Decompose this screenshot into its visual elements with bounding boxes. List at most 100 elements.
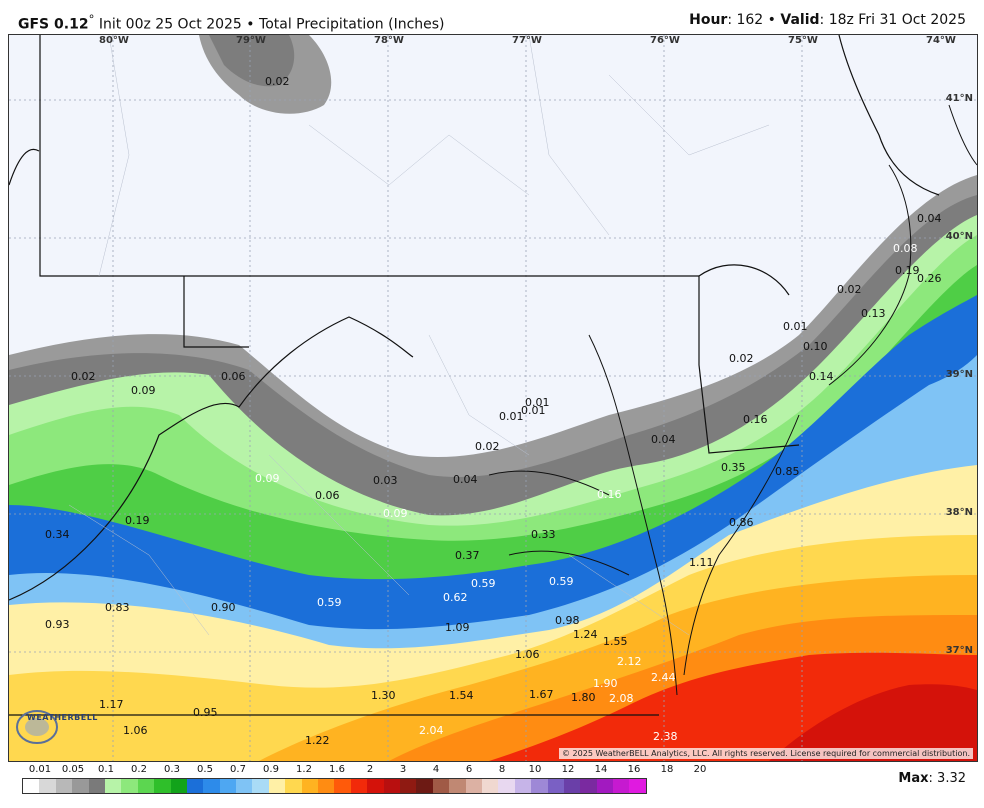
separator-dot: • xyxy=(767,12,776,28)
lon-label: 77°W xyxy=(512,35,542,46)
legend-swatch xyxy=(121,779,138,793)
legend-tick-label: 0.5 xyxy=(197,764,213,775)
precip-value-label: 0.59 xyxy=(549,575,574,588)
legend-swatch xyxy=(170,779,187,793)
legend-swatch xyxy=(55,779,73,793)
precip-value-label: 1.17 xyxy=(99,698,124,711)
precip-value-label: 0.01 xyxy=(521,404,546,417)
max-value: Max: 3.32 xyxy=(898,771,966,786)
map-graphic xyxy=(9,35,977,761)
precip-value-label: 1.80 xyxy=(571,691,596,704)
legend-swatch xyxy=(137,779,155,793)
precip-value-label: 0.98 xyxy=(555,614,580,627)
lat-label: 40°N xyxy=(945,231,973,242)
legend-tick-label: 0.7 xyxy=(230,764,246,775)
legend-swatch xyxy=(203,779,220,793)
legend-swatch xyxy=(334,779,351,793)
color-legend xyxy=(22,778,647,794)
legend-tick-label: 10 xyxy=(528,764,542,775)
precip-value-label: 2.44 xyxy=(651,671,676,684)
legend-tick-label: 3 xyxy=(399,764,407,775)
legend-swatch xyxy=(432,779,450,793)
legend-swatch xyxy=(613,779,630,793)
precip-map: 80°W 79°W 78°W 77°W 76°W 75°W 74°W 41°N … xyxy=(8,34,978,762)
legend-swatch xyxy=(252,779,269,793)
legend-swatch xyxy=(531,779,548,793)
legend-ticks: 0.01 0.05 0.1 0.2 0.3 0.5 0.7 0.9 1.2 1.6 2 3 4 6 8 10 1… xyxy=(0,764,984,778)
legend-swatch xyxy=(498,779,515,793)
weatherbell-logo: WEATHERBELL xyxy=(13,705,103,745)
precip-value-label: 0.59 xyxy=(317,596,342,609)
header-valid: Hour: 162 • Valid: 18z Fri 31 Oct 2025 xyxy=(689,12,966,28)
precip-value-label: 0.13 xyxy=(861,307,886,320)
precip-value-label: 0.86 xyxy=(729,516,754,529)
lon-label: 80°W xyxy=(99,35,129,46)
precip-value-label: 2.12 xyxy=(617,655,642,668)
legend-swatch xyxy=(367,779,384,793)
legend-tick-label: 8 xyxy=(498,764,506,775)
legend-tick-label: 4 xyxy=(432,764,440,775)
precip-value-label: 0.04 xyxy=(917,212,942,225)
legend-swatch xyxy=(268,779,286,793)
lat-label: 38°N xyxy=(945,507,973,518)
lon-label: 74°W xyxy=(926,35,956,46)
hour-value: : 162 xyxy=(727,12,764,28)
precip-value-label: 0.01 xyxy=(783,320,808,333)
logo-graphic xyxy=(16,710,58,744)
precip-value-label: 1.90 xyxy=(593,677,618,690)
precip-value-label: 0.93 xyxy=(45,618,70,631)
max-label: Max xyxy=(898,771,929,786)
legend-swatch xyxy=(88,779,105,793)
copyright-notice: © 2025 WeatherBELL Analytics, LLC. All r… xyxy=(559,748,973,759)
precip-value-label: 1.54 xyxy=(449,689,474,702)
lon-label: 78°W xyxy=(374,35,404,46)
precip-value-label: 0.01 xyxy=(499,410,524,423)
field-name: Total Precipitation (Inches) xyxy=(259,16,445,33)
precip-value-label: 0.35 xyxy=(721,461,746,474)
legend-tick-label: 0.01 xyxy=(28,764,52,775)
legend-tick-label: 1.2 xyxy=(296,764,312,775)
precip-value-label: 0.06 xyxy=(221,370,246,383)
precip-value-label: 2.08 xyxy=(609,692,634,705)
precip-value-label: 0.01 xyxy=(525,396,550,409)
legend-swatch xyxy=(154,779,171,793)
legend-tick-label: 18 xyxy=(660,764,674,775)
legend-swatch xyxy=(547,779,564,793)
lon-label: 75°W xyxy=(788,35,818,46)
legend-swatch xyxy=(236,779,253,793)
legend-swatch xyxy=(629,779,646,793)
header-title: GFS 0.12° Init 00z 25 Oct 2025 • Total P… xyxy=(18,12,445,33)
precip-value-label: 1.22 xyxy=(305,734,330,747)
precip-value-label: 0.26 xyxy=(917,272,942,285)
precip-value-label: 0.95 xyxy=(193,706,218,719)
legend-swatch xyxy=(416,779,433,793)
precip-value-label: 1.11 xyxy=(689,556,714,569)
precip-value-label: 0.14 xyxy=(809,370,834,383)
legend-tick-label: 12 xyxy=(561,764,575,775)
legend-swatch xyxy=(285,779,302,793)
precip-value-label: 1.55 xyxy=(603,635,628,648)
legend-swatch xyxy=(563,779,581,793)
precip-value-label: 0.19 xyxy=(895,264,920,277)
header-bar: GFS 0.12° Init 00z 25 Oct 2025 • Total P… xyxy=(0,0,984,34)
precip-value-label: 1.30 xyxy=(371,689,396,702)
precip-value-label: 1.06 xyxy=(515,648,540,661)
precip-value-label: 0.02 xyxy=(729,352,754,365)
legend-swatch xyxy=(219,779,237,793)
legend-swatch xyxy=(350,779,368,793)
precip-value-label: 0.09 xyxy=(255,472,280,485)
separator-dot: • xyxy=(246,16,255,33)
precip-value-label: 0.85 xyxy=(775,465,800,478)
precip-value-label: 0.02 xyxy=(475,440,500,453)
precip-value-label: 1.67 xyxy=(529,688,554,701)
legend-swatch xyxy=(186,779,204,793)
precip-value-label: 0.16 xyxy=(597,488,622,501)
legend-tick-label: 20 xyxy=(693,764,707,775)
legend-tick-label: 0.3 xyxy=(164,764,180,775)
precip-value-label: 0.10 xyxy=(803,340,828,353)
lat-label: 41°N xyxy=(945,93,973,104)
legend-swatch xyxy=(596,779,614,793)
legend-swatch xyxy=(383,779,400,793)
legend-swatch xyxy=(514,779,532,793)
precip-value-label: 0.02 xyxy=(71,370,96,383)
